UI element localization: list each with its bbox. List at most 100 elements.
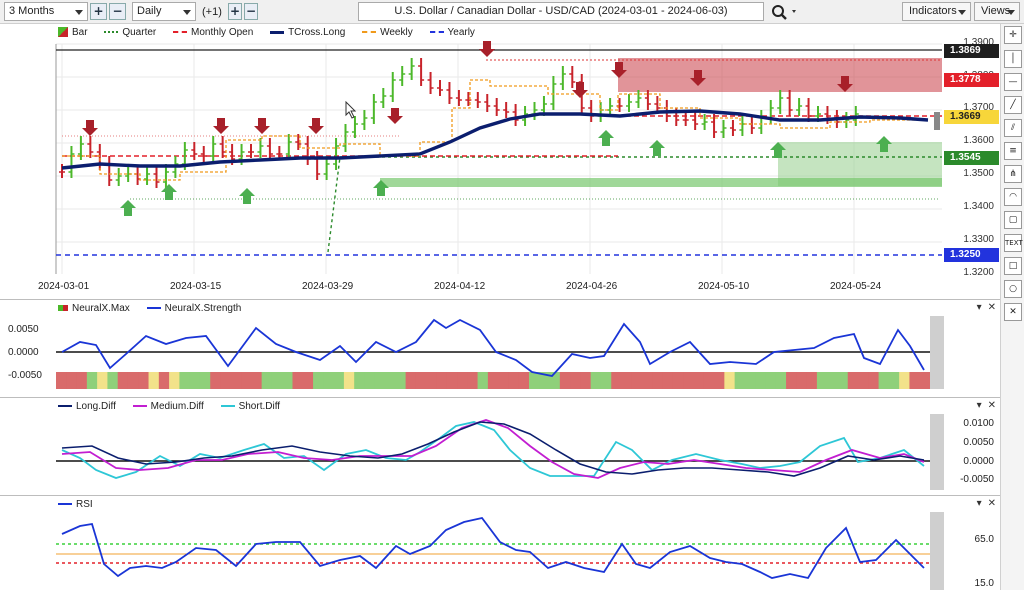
neuralx-max-block	[786, 372, 797, 389]
neuralx-pane[interactable]: NeuralX.Max NeuralX.Strength ▾ ✕ 0.0050 0…	[0, 300, 1000, 398]
arc-tool-icon[interactable]: ◠	[1004, 188, 1022, 206]
close-pane-icon[interactable]: ✕	[987, 302, 996, 313]
collapse-icon[interactable]: ▾	[976, 302, 982, 313]
legend-short-diff: Short.Diff	[220, 401, 281, 412]
rsi-pane[interactable]: RSI ▾ ✕ 65.0 15.0	[0, 496, 1000, 590]
neuralx-max-block	[241, 372, 252, 389]
date-label: 2024-04-12	[434, 281, 486, 292]
date-label: 2024-05-24	[830, 281, 882, 292]
sell-arrow-icon	[308, 118, 324, 134]
horizontal-line-tool-icon[interactable]: —	[1004, 73, 1022, 91]
neuralx-max-block	[642, 372, 653, 389]
legend-bar-label: Bar	[72, 27, 88, 38]
close-pane-icon[interactable]: ✕	[987, 400, 996, 411]
buy-arrow-icon	[598, 130, 614, 146]
indicators-button[interactable]: Indicators	[902, 2, 971, 21]
vertical-line-tool-icon[interactable]: │	[1004, 50, 1022, 68]
price-label: 1.3400	[963, 201, 994, 212]
neuralx-max-block	[107, 372, 119, 389]
bar-swatch-icon	[58, 27, 68, 38]
crosshair-tool-icon[interactable]: ✛	[1004, 26, 1022, 44]
zoom-in-button[interactable]: +	[90, 3, 107, 20]
price-tag-close-high: 1.3869	[944, 44, 999, 58]
neuralx-max-block	[714, 372, 725, 389]
collapse-icon[interactable]: ▾	[976, 498, 982, 509]
legend-short-label: Short.Diff	[238, 401, 281, 412]
medium-diff-line	[61, 419, 925, 479]
legend-medium-label: Medium.Diff	[150, 401, 204, 412]
rectangle-tool-icon[interactable]: □	[1004, 257, 1022, 275]
delete-drawings-icon[interactable]: ✕	[1004, 303, 1022, 321]
text-tool-icon[interactable]: TEXT	[1004, 234, 1023, 252]
callout-tool-icon[interactable]: ▢	[1004, 211, 1022, 229]
rsi-chart[interactable]	[0, 496, 1000, 590]
channel-tool-icon[interactable]: ⫽	[1004, 119, 1022, 137]
neuralx-max-block	[374, 372, 386, 389]
neuralx-max-block	[570, 372, 581, 389]
sell-arrow-icon	[213, 118, 229, 134]
neural-label: -0.0050	[8, 370, 42, 381]
price-tag-quarter: 1.3545	[944, 151, 999, 165]
quarter-step	[327, 156, 341, 253]
neuralx-max-block	[611, 372, 623, 389]
interval-select[interactable]: Daily	[132, 2, 196, 21]
ellipse-tool-icon[interactable]: ○	[1004, 280, 1022, 298]
legend-rsi-label: RSI	[76, 499, 93, 510]
neuralx-max-block	[518, 372, 530, 389]
price-label: 1.3600	[963, 135, 994, 146]
indicators-label: Indicators	[909, 5, 957, 17]
neuralx-max-block	[323, 372, 335, 389]
sell-arrow-icon	[611, 62, 627, 78]
offset-increase-button[interactable]: +	[228, 3, 242, 20]
yearly-swatch-icon	[429, 31, 444, 34]
neuralx-strength-line	[61, 318, 925, 377]
neuralx-max-block	[56, 372, 67, 389]
pitchfork-tool-icon[interactable]: ⋔	[1004, 165, 1022, 183]
neuralx-max-block	[117, 372, 129, 389]
rsi-label: 15.0	[974, 578, 994, 589]
rsi-label: 65.0	[974, 534, 994, 545]
mouse-cursor-icon	[345, 101, 357, 119]
supply-zone	[618, 58, 942, 92]
weekly-swatch-icon	[362, 31, 377, 34]
legend-strength-label: NeuralX.Strength	[164, 303, 242, 314]
neuralx-max-block	[816, 372, 828, 389]
symbol-search-button[interactable]	[770, 3, 800, 21]
neuralx-max-block	[487, 372, 499, 389]
tcross-long-line	[61, 109, 929, 170]
close-pane-icon[interactable]: ✕	[987, 498, 996, 509]
neuralx-max-block	[888, 372, 900, 389]
price-tag-current: 1.3669	[944, 110, 999, 124]
price-label: 1.3300	[963, 234, 994, 245]
sell-arrow-icon	[572, 82, 588, 98]
offset-decrease-button[interactable]: −	[244, 3, 258, 20]
diff-chart[interactable]	[0, 398, 1000, 496]
price-chart[interactable]	[0, 24, 1000, 300]
diff-pane[interactable]: Long.Diff Medium.Diff Short.Diff ▾ ✕ 0.01…	[0, 398, 1000, 496]
neuralx-max-block	[878, 372, 890, 389]
tcross-swatch-icon	[270, 30, 285, 34]
sell-arrow-icon	[690, 70, 706, 86]
legend-tcross-long: TCross.Long	[270, 27, 345, 38]
period-select[interactable]: 3 Months	[4, 2, 88, 21]
fibonacci-tool-icon[interactable]: ≡	[1004, 142, 1022, 160]
collapse-icon[interactable]: ▾	[976, 400, 982, 411]
pane-controls: ▾ ✕	[971, 302, 996, 313]
legend-tcross-label: TCross.Long	[288, 27, 346, 38]
rsi-swatch-icon	[58, 503, 72, 506]
price-pane[interactable]: Bar Quarter Monthly Open TCross.Long Wee…	[0, 24, 1000, 300]
neural-label: 0.0050	[8, 324, 39, 335]
neuralx-chart[interactable]	[0, 300, 1000, 398]
neuralx-max-block	[549, 372, 561, 389]
symbol-title[interactable]: U.S. Dollar / Canadian Dollar - USD/CAD …	[358, 2, 764, 21]
views-label: Views	[981, 5, 1011, 17]
zoom-out-button[interactable]: −	[109, 3, 126, 20]
views-button[interactable]: Views	[974, 2, 1020, 21]
buy-arrow-icon	[876, 136, 892, 152]
trend-line-tool-icon[interactable]: ╱	[1004, 96, 1022, 114]
neuralx-max-block	[158, 372, 170, 389]
weekly-line	[62, 79, 920, 181]
neuralx-max-block	[127, 372, 139, 389]
date-label: 2024-04-26	[566, 281, 618, 292]
